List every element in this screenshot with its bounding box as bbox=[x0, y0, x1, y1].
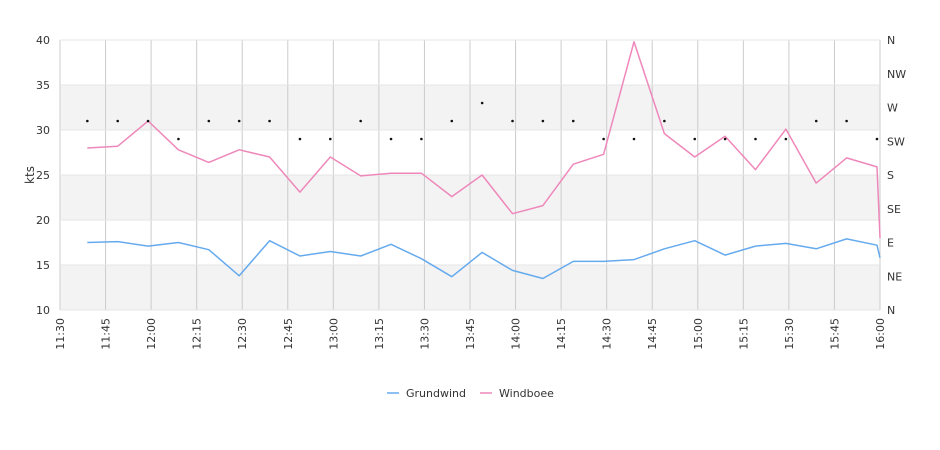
x-tick-label: 14:45 bbox=[646, 318, 659, 350]
direction-marker bbox=[146, 119, 150, 123]
direction-marker bbox=[632, 137, 636, 141]
x-tick-label: 16:00 bbox=[874, 318, 887, 350]
direction-tick-label: N bbox=[887, 304, 895, 317]
direction-marker bbox=[480, 101, 484, 105]
y-tick-label: 15 bbox=[36, 259, 50, 272]
x-tick-label: 15:00 bbox=[692, 318, 705, 350]
direction-marker bbox=[663, 119, 666, 123]
legend-label-grundwind[interactable]: Grundwind bbox=[406, 387, 466, 400]
direction-markers bbox=[86, 101, 879, 141]
direction-marker bbox=[875, 137, 879, 141]
x-tick-label: 13:30 bbox=[418, 318, 431, 350]
direction-tick-label: W bbox=[887, 102, 898, 115]
y-tick-label: 30 bbox=[36, 124, 50, 137]
direction-marker bbox=[237, 119, 241, 123]
direction-marker bbox=[298, 137, 302, 141]
horizontal-gridlines bbox=[60, 39, 880, 311]
direction-tick-label: SW bbox=[887, 135, 905, 148]
x-tick-label: 15:15 bbox=[737, 318, 750, 350]
y-tick-label: 25 bbox=[36, 169, 50, 182]
direction-marker bbox=[86, 119, 89, 123]
x-tick-label: 13:00 bbox=[327, 318, 340, 350]
y-tick-label: 10 bbox=[36, 304, 50, 317]
direction-marker bbox=[116, 119, 120, 123]
legend-label-windboee[interactable]: Windboee bbox=[499, 387, 554, 400]
direction-marker bbox=[207, 119, 211, 123]
x-tick-label: 11:45 bbox=[100, 318, 113, 350]
series-line-windboee bbox=[87, 41, 881, 239]
direction-marker bbox=[177, 137, 180, 141]
y-tick-label: 35 bbox=[36, 79, 50, 92]
x-tick-label: 14:15 bbox=[555, 318, 568, 350]
direction-marker bbox=[268, 119, 271, 123]
direction-marker bbox=[693, 137, 697, 141]
direction-marker bbox=[754, 137, 757, 141]
direction-tick-label: E bbox=[887, 237, 894, 250]
x-tick-label: 15:30 bbox=[783, 318, 796, 350]
legend: Grundwind Windboee bbox=[387, 387, 554, 400]
direction-marker bbox=[814, 119, 818, 123]
direction-axis-ticks: N NW W SW S SE E NE N bbox=[887, 34, 906, 317]
direction-tick-label: SE bbox=[887, 203, 901, 216]
direction-marker bbox=[541, 119, 545, 123]
x-tick-label: 12:30 bbox=[236, 318, 249, 350]
direction-marker bbox=[511, 119, 514, 123]
x-tick-label: 11:30 bbox=[54, 318, 67, 350]
direction-marker bbox=[389, 137, 393, 141]
x-tick-label: 14:00 bbox=[510, 318, 523, 350]
direction-marker bbox=[420, 137, 423, 141]
y-tick-label: 20 bbox=[36, 214, 50, 227]
series-line-grundwind bbox=[87, 238, 881, 280]
direction-marker bbox=[602, 137, 605, 141]
x-tick-label: 14:30 bbox=[601, 318, 614, 350]
direction-marker bbox=[450, 119, 454, 123]
direction-marker bbox=[845, 119, 848, 123]
y-tick-label: 40 bbox=[36, 34, 50, 47]
direction-marker bbox=[784, 137, 788, 141]
y-axis-label: kts bbox=[23, 166, 37, 184]
direction-marker bbox=[359, 119, 362, 123]
direction-tick-label: NE bbox=[887, 270, 902, 283]
direction-marker bbox=[723, 137, 727, 141]
direction-tick-label: NW bbox=[887, 68, 906, 81]
x-tick-label: 12:00 bbox=[145, 318, 158, 350]
y-axis-ticks: 10 15 20 25 30 35 40 bbox=[36, 34, 50, 317]
x-tick-label: 15:45 bbox=[828, 318, 841, 350]
x-tick-label: 12:15 bbox=[191, 318, 204, 350]
direction-marker bbox=[571, 119, 575, 123]
x-tick-label: 13:15 bbox=[373, 318, 386, 350]
x-tick-label: 12:45 bbox=[282, 318, 295, 350]
series-lines bbox=[87, 41, 881, 280]
direction-tick-label: S bbox=[887, 169, 894, 182]
x-tick-label: 13:45 bbox=[464, 318, 477, 350]
x-axis-ticks: 11:30 11:45 12:00 12:15 12:30 12:45 13:00 13:15… bbox=[54, 318, 887, 350]
direction-tick-label: N bbox=[887, 34, 895, 47]
direction-marker bbox=[328, 137, 332, 141]
